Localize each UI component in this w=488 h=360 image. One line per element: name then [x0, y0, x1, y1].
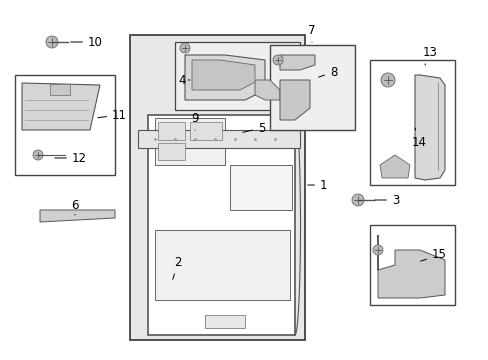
Bar — [155, 230, 289, 300]
Bar — [158, 122, 184, 140]
Circle shape — [180, 43, 190, 53]
Circle shape — [351, 194, 363, 206]
Text: 2: 2 — [172, 256, 182, 279]
Text: 1: 1 — [307, 179, 327, 192]
Bar — [158, 143, 184, 160]
Polygon shape — [40, 210, 115, 222]
Circle shape — [380, 73, 394, 87]
Circle shape — [272, 55, 283, 65]
Polygon shape — [192, 60, 254, 90]
Bar — [50, 84, 70, 95]
Text: 8: 8 — [318, 66, 337, 78]
Text: 15: 15 — [420, 248, 446, 261]
Bar — [369, 60, 454, 185]
Circle shape — [33, 150, 43, 160]
Circle shape — [46, 36, 58, 48]
Text: 14: 14 — [411, 128, 426, 149]
Bar — [229, 165, 291, 210]
Polygon shape — [379, 155, 409, 178]
Polygon shape — [184, 55, 264, 100]
Text: 12: 12 — [55, 152, 87, 165]
Polygon shape — [377, 235, 444, 298]
Text: 11: 11 — [98, 108, 127, 122]
Polygon shape — [280, 55, 314, 70]
Polygon shape — [280, 80, 309, 120]
Bar — [130, 35, 305, 340]
Bar — [269, 45, 354, 130]
Text: 9: 9 — [191, 112, 198, 130]
Bar — [204, 315, 244, 328]
Bar — [369, 225, 454, 305]
Text: 10: 10 — [71, 36, 102, 49]
Polygon shape — [414, 75, 444, 180]
Text: 5: 5 — [242, 122, 265, 135]
Text: 3: 3 — [374, 194, 399, 207]
Polygon shape — [22, 83, 100, 130]
Bar — [138, 130, 299, 148]
Polygon shape — [254, 80, 280, 100]
Text: 7: 7 — [307, 23, 315, 42]
Text: 13: 13 — [422, 45, 437, 65]
Text: 6: 6 — [71, 198, 79, 215]
Bar — [15, 75, 115, 175]
Bar — [190, 122, 222, 140]
Text: 4: 4 — [178, 73, 190, 86]
Bar — [148, 115, 294, 335]
Circle shape — [372, 245, 382, 255]
Bar — [155, 118, 224, 165]
Bar — [175, 42, 299, 110]
